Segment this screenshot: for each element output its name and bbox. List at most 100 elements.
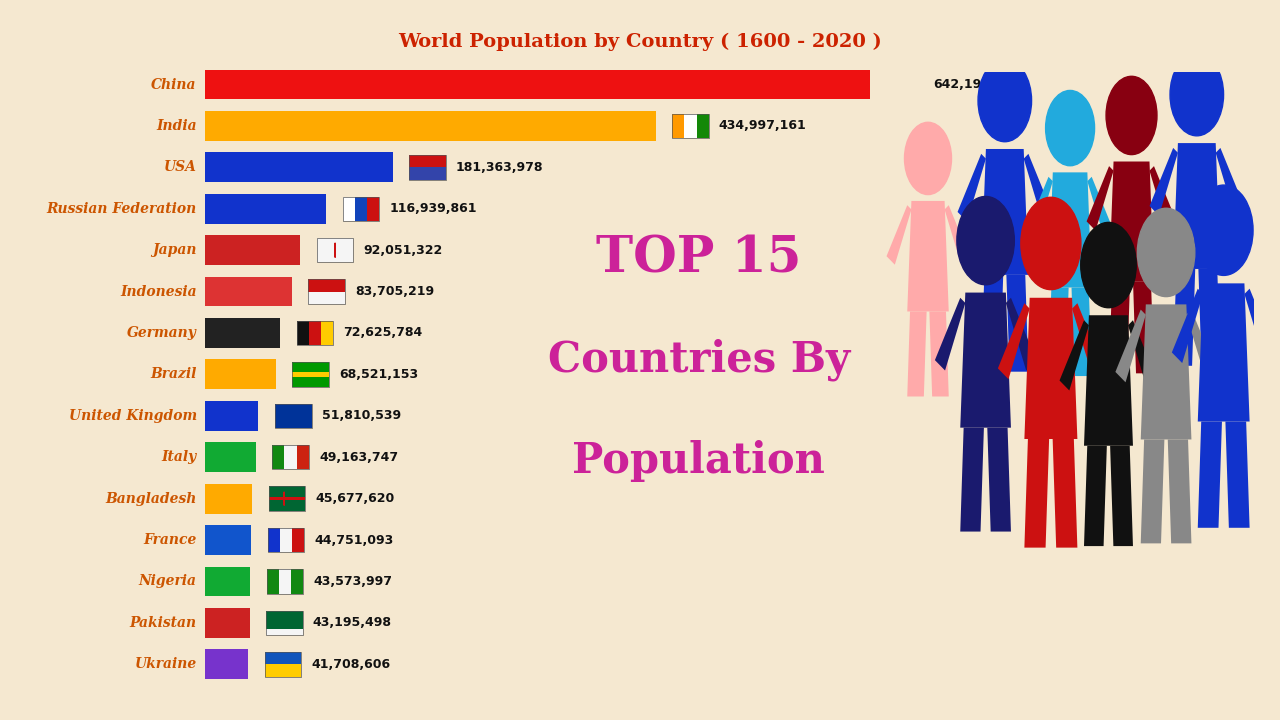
FancyBboxPatch shape [292,372,329,377]
Polygon shape [1187,310,1217,382]
Bar [205,525,251,555]
Polygon shape [1052,439,1078,548]
Polygon shape [1167,439,1192,544]
Polygon shape [1060,320,1089,390]
Text: 44,751,093: 44,751,093 [315,534,394,546]
Polygon shape [998,303,1029,379]
FancyBboxPatch shape [292,528,305,552]
Polygon shape [1172,289,1203,363]
Text: Ukraine: Ukraine [134,657,197,671]
Polygon shape [1244,289,1275,363]
FancyBboxPatch shape [284,445,297,469]
FancyBboxPatch shape [275,404,312,428]
Polygon shape [1174,269,1196,366]
FancyBboxPatch shape [355,197,367,221]
Circle shape [905,122,951,194]
FancyBboxPatch shape [308,292,344,304]
Polygon shape [934,298,965,371]
FancyBboxPatch shape [266,570,279,594]
Text: Germany: Germany [127,326,197,340]
Text: Brazil: Brazil [151,367,197,382]
Bar [205,359,275,390]
Polygon shape [1048,172,1092,287]
Text: Pakistan: Pakistan [129,616,197,630]
Polygon shape [1073,303,1103,379]
Bar [205,194,326,224]
FancyBboxPatch shape [269,487,306,498]
Polygon shape [1198,284,1249,421]
FancyBboxPatch shape [268,528,280,552]
Polygon shape [887,205,911,265]
Polygon shape [1088,177,1114,239]
Text: 49,163,747: 49,163,747 [319,451,398,464]
FancyBboxPatch shape [308,321,321,345]
Polygon shape [982,275,1004,372]
FancyBboxPatch shape [279,570,291,594]
Bar [205,276,292,307]
Polygon shape [960,428,984,531]
Polygon shape [908,201,948,312]
Polygon shape [1048,287,1069,376]
Circle shape [1194,185,1253,275]
Circle shape [1170,53,1224,136]
Polygon shape [1149,166,1176,230]
FancyBboxPatch shape [672,114,685,138]
Polygon shape [1133,282,1155,374]
Circle shape [1138,208,1194,297]
Polygon shape [1006,298,1037,371]
Circle shape [1080,222,1137,307]
Polygon shape [1149,148,1178,216]
Polygon shape [1140,439,1165,544]
Text: 642,199,838: 642,199,838 [933,78,1021,91]
Text: Italy: Italy [161,450,197,464]
Polygon shape [1006,275,1028,372]
Polygon shape [982,149,1028,275]
Polygon shape [1024,439,1050,548]
FancyBboxPatch shape [696,114,709,138]
FancyBboxPatch shape [410,155,445,167]
FancyBboxPatch shape [292,362,329,372]
Text: 41,708,606: 41,708,606 [311,658,390,671]
Text: TOP 15: TOP 15 [596,235,801,284]
Text: Countries By: Countries By [548,338,850,382]
Bar [205,567,250,596]
Text: Population: Population [572,440,826,482]
Polygon shape [1225,421,1249,528]
Text: Indonesia: Indonesia [120,284,197,299]
Polygon shape [1087,166,1114,230]
FancyBboxPatch shape [297,445,308,469]
FancyBboxPatch shape [308,279,344,292]
Polygon shape [1024,154,1052,222]
Text: 72,625,784: 72,625,784 [343,326,422,340]
FancyBboxPatch shape [297,321,308,345]
Text: Bangladesh: Bangladesh [105,492,197,505]
FancyBboxPatch shape [410,167,445,179]
Polygon shape [987,428,1011,531]
Text: 68,521,153: 68,521,153 [339,368,419,381]
Bar [205,484,252,513]
Text: Japan: Japan [152,243,197,257]
Bar [205,70,870,99]
Polygon shape [1216,148,1244,216]
FancyBboxPatch shape [265,652,301,665]
Text: 92,051,322: 92,051,322 [364,243,443,256]
Text: India: India [156,119,197,133]
FancyBboxPatch shape [265,665,301,677]
FancyBboxPatch shape [887,72,924,96]
Text: 43,195,498: 43,195,498 [312,616,392,629]
Text: United Kingdom: United Kingdom [69,409,197,423]
Bar [205,111,655,141]
Polygon shape [1071,287,1092,376]
Bar [205,235,301,265]
Circle shape [1046,91,1094,166]
FancyBboxPatch shape [321,321,333,345]
Bar [205,153,393,182]
Polygon shape [1108,161,1155,282]
Polygon shape [1115,310,1146,382]
Polygon shape [1174,143,1220,269]
Text: Nigeria: Nigeria [138,575,197,588]
Polygon shape [1084,446,1107,546]
Polygon shape [1128,320,1157,390]
Polygon shape [1024,298,1078,439]
FancyBboxPatch shape [291,570,303,594]
